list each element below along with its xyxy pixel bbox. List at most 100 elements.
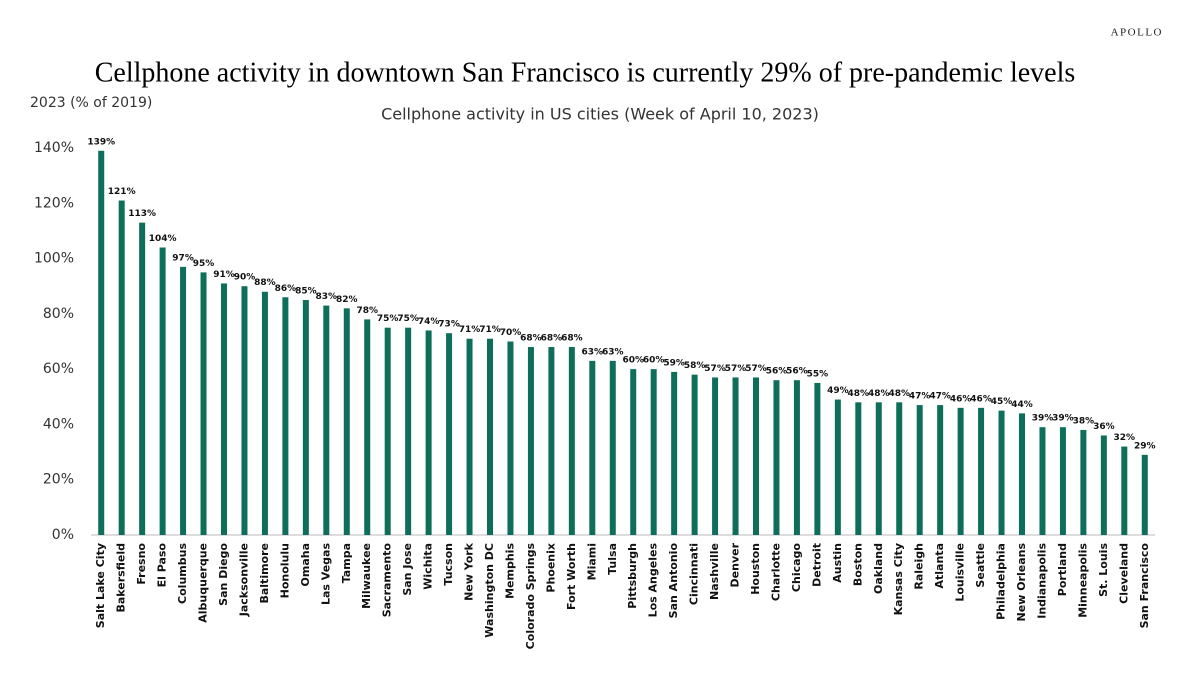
bar	[855, 402, 862, 535]
bar	[589, 360, 596, 535]
x-tick-label: Miami	[585, 543, 598, 580]
value-label: 45%	[991, 397, 1013, 407]
x-tick-label: Boston	[851, 543, 864, 586]
value-label: 47%	[909, 392, 931, 402]
y-tick-label: 0%	[52, 527, 74, 543]
value-label: 113%	[128, 209, 156, 219]
value-label: 60%	[622, 356, 644, 366]
x-tick-label: Baltimore	[258, 543, 271, 604]
bar	[425, 330, 432, 535]
bar	[282, 297, 289, 535]
value-label: 56%	[766, 367, 788, 377]
x-tick-label: Salt Lake City	[94, 543, 107, 628]
bar	[916, 405, 923, 535]
value-label: 68%	[561, 334, 583, 344]
value-label: 32%	[1114, 433, 1136, 443]
value-label: 49%	[827, 386, 849, 396]
bar	[1080, 429, 1087, 535]
x-tick-label: Phoenix	[544, 543, 557, 593]
x-tick-label: Colorado Springs	[524, 543, 537, 650]
bar	[609, 360, 616, 535]
x-tick-label: San Antonio	[667, 543, 680, 619]
x-tick-label: Austin	[831, 543, 844, 583]
bar	[159, 247, 166, 535]
value-label: 29%	[1134, 441, 1156, 451]
value-label: 39%	[1052, 414, 1074, 424]
x-tick-label: Houston	[749, 543, 762, 595]
value-label: 83%	[316, 292, 338, 302]
value-label: 48%	[868, 389, 890, 399]
x-tick-label: Atlanta	[933, 543, 946, 588]
value-label: 75%	[377, 314, 399, 324]
x-tick-label: Raleigh	[913, 543, 926, 590]
y-tick-label: 120%	[34, 195, 74, 211]
value-label: 46%	[950, 394, 972, 404]
x-tick-label: Louisville	[954, 543, 967, 602]
bar	[405, 327, 412, 535]
x-tick-label: Tucson	[442, 543, 455, 586]
value-label: 63%	[582, 347, 604, 357]
x-tick-label: Honolulu	[278, 543, 291, 598]
value-label: 38%	[1073, 416, 1095, 426]
bar	[241, 286, 248, 535]
bar	[507, 341, 514, 535]
x-tick-label: Bakersfield	[115, 543, 128, 613]
value-label: 68%	[520, 334, 542, 344]
bar	[793, 380, 800, 535]
y-tick-label: 140%	[34, 140, 74, 156]
bar	[875, 402, 882, 535]
bar	[712, 377, 719, 535]
y-axis-label: 2023 (% of 2019)	[30, 95, 152, 111]
value-label: 57%	[725, 364, 747, 374]
x-tick-label: Cleveland	[1117, 543, 1130, 604]
x-tick-label: San Francisco	[1138, 543, 1151, 629]
value-label: 63%	[602, 347, 624, 357]
x-tick-label: Tampa	[340, 543, 353, 583]
x-tick-label: Fresno	[135, 543, 148, 585]
value-label: 57%	[745, 364, 767, 374]
value-label: 74%	[418, 317, 440, 327]
bar	[650, 369, 657, 535]
x-tick-label: Chicago	[790, 543, 803, 592]
bar	[671, 371, 678, 535]
y-tick-label: 60%	[43, 361, 74, 377]
x-tick-label: Albuquerque	[197, 543, 210, 623]
value-label: 59%	[663, 358, 685, 368]
x-tick-label: Charlotte	[769, 543, 782, 601]
bar	[691, 374, 698, 535]
bar	[98, 150, 105, 535]
x-tick-label: Philadelphia	[995, 543, 1008, 620]
x-tick-label: Denver	[729, 542, 742, 587]
y-tick-label: 100%	[34, 251, 74, 267]
x-tick-label: Pittsburgh	[626, 543, 639, 609]
x-tick-label: New Orleans	[1015, 543, 1028, 622]
x-tick-label: Indianapolis	[1035, 543, 1048, 619]
value-label: 36%	[1093, 422, 1115, 432]
x-tick-label: St. Louis	[1097, 543, 1110, 597]
bar	[814, 382, 821, 535]
x-tick-label: San Jose	[401, 543, 414, 596]
value-label: 104%	[149, 234, 177, 244]
x-tick-label: Detroit	[810, 543, 823, 587]
x-tick-label: Omaha	[299, 543, 312, 587]
value-label: 60%	[643, 356, 665, 366]
x-tick-label: San Diego	[217, 543, 230, 606]
bar	[1141, 454, 1148, 535]
value-label: 68%	[541, 334, 563, 344]
y-tick-label: 40%	[43, 416, 74, 432]
value-label: 95%	[193, 259, 215, 269]
x-tick-label: Washington DC	[483, 543, 496, 638]
bar	[957, 407, 964, 535]
bar	[630, 369, 637, 535]
x-tick-label: Fort Worth	[565, 543, 578, 610]
bar	[118, 200, 125, 535]
value-label: 71%	[459, 325, 481, 335]
bar	[732, 377, 739, 535]
value-label: 57%	[704, 364, 726, 374]
x-tick-label: Seattle	[974, 543, 987, 588]
bar	[1019, 413, 1025, 535]
brand: APOLLO	[1111, 27, 1163, 39]
bar	[384, 327, 391, 535]
value-label: 58%	[684, 361, 706, 371]
